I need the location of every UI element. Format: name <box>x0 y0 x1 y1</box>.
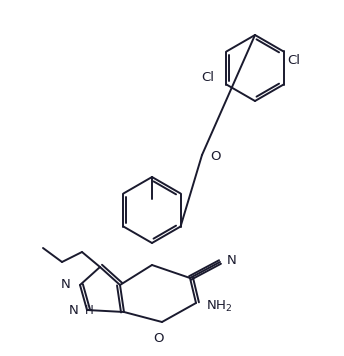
Text: H: H <box>85 304 94 316</box>
Text: NH$_2$: NH$_2$ <box>206 298 233 314</box>
Text: N: N <box>61 278 71 292</box>
Text: O: O <box>210 151 221 163</box>
Text: O: O <box>154 332 164 345</box>
Text: Cl: Cl <box>288 54 301 67</box>
Text: N: N <box>68 304 78 316</box>
Text: Cl: Cl <box>202 71 214 84</box>
Text: N: N <box>227 253 237 267</box>
